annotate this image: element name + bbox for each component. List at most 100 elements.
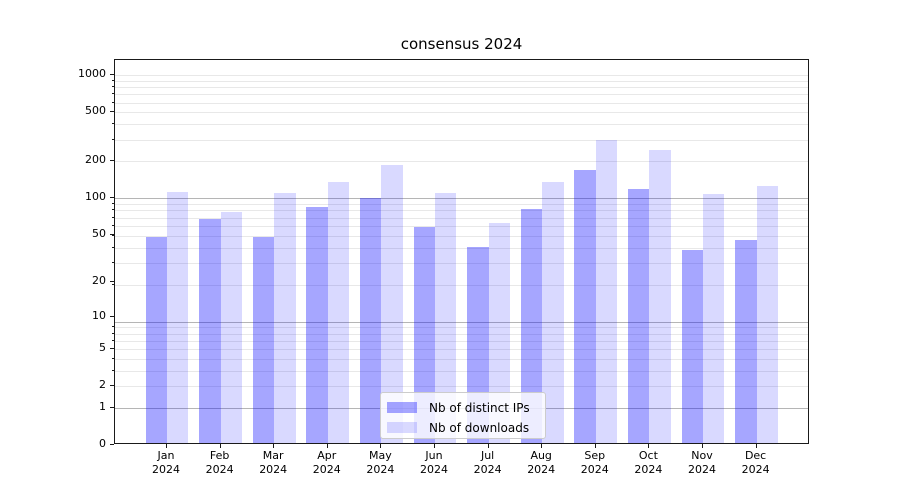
x-tick-label: Jun 2024 <box>407 449 461 477</box>
y-tick-label: 10 <box>92 308 106 322</box>
gridline-minor <box>115 340 808 342</box>
x-tick-year: 2024 <box>688 463 716 476</box>
legend-swatch-distinct-ips <box>387 402 417 413</box>
x-tick-month: Mar <box>262 449 284 462</box>
x-tick-label: Mar 2024 <box>246 449 300 477</box>
gridline-minor <box>115 217 808 219</box>
x-tick-mark <box>487 444 489 448</box>
x-tick-mark <box>702 444 703 448</box>
bar-distinct-ips <box>574 169 596 443</box>
y-tick-label: 2 <box>99 378 106 392</box>
y-minor-tick-mark <box>112 246 114 248</box>
y-minor-tick-mark <box>112 283 114 285</box>
gridline-minor <box>115 284 808 286</box>
bar-downloads <box>756 186 778 443</box>
bar-downloads <box>220 211 242 443</box>
x-tick-month: May <box>369 449 392 462</box>
gridline-minor <box>115 358 808 360</box>
y-minor-tick-mark <box>112 86 114 87</box>
gridline-minor <box>115 210 808 212</box>
y-minor-tick-mark <box>112 160 114 162</box>
x-tick-year: 2024 <box>366 463 395 476</box>
bar-downloads <box>167 192 189 443</box>
y-minor-tick-mark <box>112 357 114 359</box>
gridline-minor <box>115 349 808 351</box>
y-minor-tick-mark <box>112 203 114 204</box>
x-tick-label: Jul 2024 <box>461 449 515 477</box>
bar-distinct-ips <box>628 188 650 443</box>
x-tick-month: Jun <box>425 449 443 462</box>
bar-downloads <box>595 139 618 443</box>
y-minor-tick-mark <box>112 332 114 334</box>
x-tick-label: Dec 2024 <box>729 449 783 477</box>
gridline-minor <box>115 75 808 77</box>
x-tick-label: May 2024 <box>353 449 407 477</box>
y-minor-tick-mark <box>112 209 114 211</box>
gridline-minor <box>115 161 808 163</box>
y-minor-tick-mark <box>112 385 114 387</box>
gridline-minor <box>115 94 808 96</box>
bar-downloads <box>381 165 403 443</box>
legend-entry-downloads: Nb of downloads <box>387 419 545 436</box>
gridline-minor <box>115 112 808 114</box>
legend-entry-distinct-ips: Nb of distinct IPs <box>387 399 545 416</box>
gridline-minor <box>115 80 808 82</box>
y-minor-tick-mark <box>112 101 114 103</box>
x-tick-mark <box>273 444 275 448</box>
y-minor-tick-mark <box>112 123 114 125</box>
gridline-minor <box>115 247 808 249</box>
x-tick-label: Apr 2024 <box>300 449 354 477</box>
gridline-minor <box>115 204 808 205</box>
y-tick-mark <box>110 444 114 445</box>
y-minor-tick-mark <box>112 261 114 263</box>
y-tick-label: 1 <box>99 399 106 413</box>
x-tick-mark <box>380 444 382 448</box>
x-tick-month: Nov <box>691 449 713 462</box>
gridline-minor <box>115 124 808 126</box>
y-minor-tick-mark <box>112 369 114 371</box>
gridline-minor <box>115 225 808 227</box>
x-tick-month: Jul <box>480 449 495 462</box>
x-tick-year: 2024 <box>473 463 502 476</box>
bar-downloads <box>327 181 350 443</box>
gridline-minor <box>115 370 808 372</box>
x-tick-label: Jan 2024 <box>139 449 193 477</box>
y-minor-tick-mark <box>112 79 114 81</box>
gridline-minor <box>115 327 808 329</box>
y-tick-label: 500 <box>85 104 106 118</box>
bar-distinct-ips <box>199 218 221 443</box>
plot-area: Nb of distinct IPs Nb of downloads <box>114 59 809 444</box>
bar-distinct-ips <box>413 226 435 443</box>
x-tick-mark <box>166 444 167 448</box>
x-tick-month: Sep <box>584 449 606 462</box>
bar-distinct-ips <box>735 240 757 443</box>
y-tick-label: 1000 <box>78 67 106 80</box>
y-minor-tick-mark <box>112 216 114 218</box>
y-minor-tick-mark <box>112 138 114 140</box>
y-tick-mark <box>110 196 114 198</box>
x-tick-year: 2024 <box>420 463 448 476</box>
x-tick-mark <box>594 444 596 448</box>
gridline-minor <box>115 333 808 335</box>
x-tick-mark <box>326 444 328 448</box>
y-tick-label: 20 <box>92 274 106 287</box>
y-tick-mark <box>110 281 114 282</box>
x-tick-year: 2024 <box>259 463 288 476</box>
legend-label-distinct-ips: Nb of distinct IPs <box>429 400 530 415</box>
x-tick-year: 2024 <box>152 463 180 476</box>
y-tick-label: 200 <box>85 153 106 166</box>
bar-distinct-ips <box>681 249 703 443</box>
y-tick-label: 100 <box>85 189 106 203</box>
x-tick-label: Aug 2024 <box>514 449 568 477</box>
y-tick-mark <box>110 406 114 408</box>
x-tick-month: Apr <box>317 449 337 462</box>
x-tick-mark <box>755 444 757 448</box>
y-minor-tick-mark <box>112 326 114 328</box>
gridline-minor <box>115 262 808 264</box>
y-tick-label: 50 <box>92 226 106 240</box>
legend-label-downloads: Nb of downloads <box>429 420 530 435</box>
x-tick-mark <box>219 444 221 448</box>
gridline-major <box>115 198 808 200</box>
legend-swatch-downloads <box>387 422 417 433</box>
